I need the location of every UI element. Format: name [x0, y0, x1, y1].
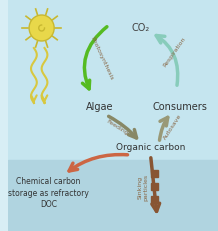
- Text: Sinking
particles: Sinking particles: [137, 173, 148, 201]
- Text: Photosynthesis: Photosynthesis: [89, 35, 114, 81]
- Text: Chemical carbon
storage as refractory
DOC: Chemical carbon storage as refractory DO…: [8, 177, 89, 209]
- Text: Consumers: Consumers: [152, 102, 207, 112]
- Text: Organic carbon: Organic carbon: [116, 143, 185, 152]
- Text: Algae: Algae: [86, 102, 113, 112]
- Bar: [151, 196, 158, 203]
- Circle shape: [29, 15, 54, 41]
- Bar: [8, 160, 218, 231]
- Bar: [151, 170, 158, 177]
- Text: Feeding: Feeding: [105, 118, 129, 136]
- Bar: [151, 183, 158, 190]
- Text: CO₂: CO₂: [132, 23, 150, 33]
- Text: Autosave: Autosave: [163, 113, 183, 141]
- Text: Respiration: Respiration: [162, 36, 187, 68]
